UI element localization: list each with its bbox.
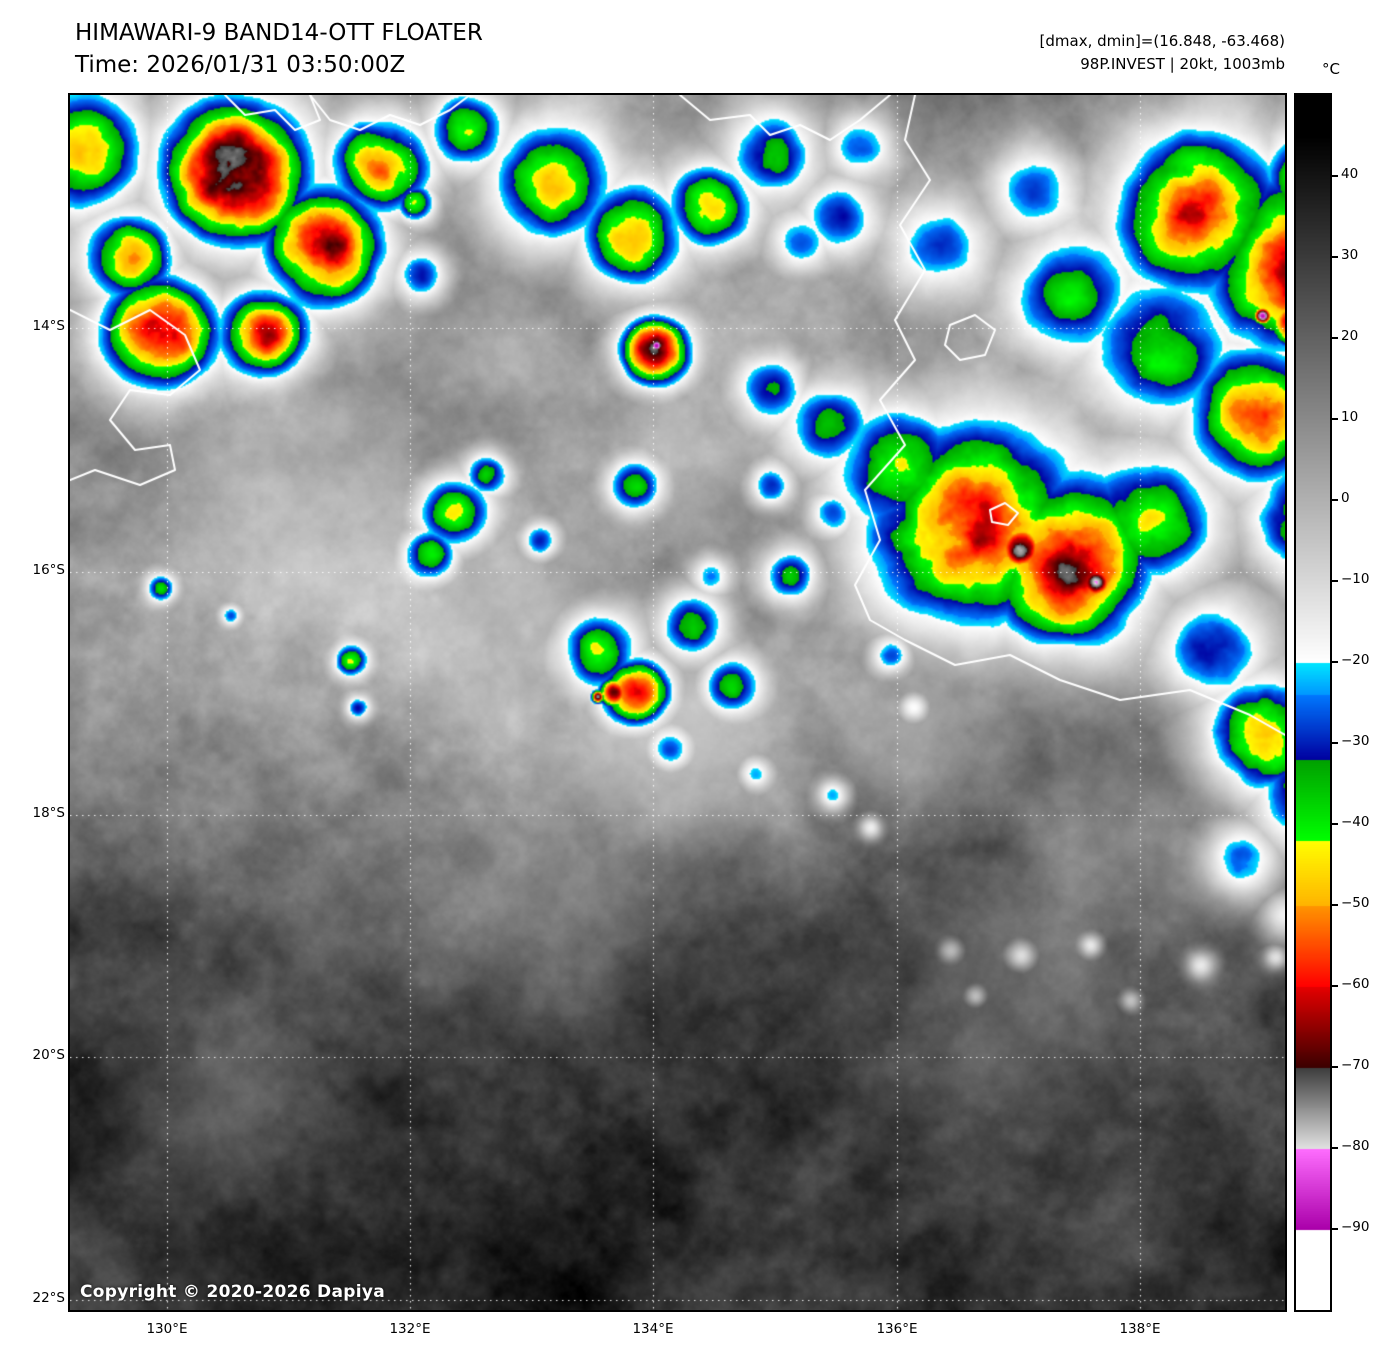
lat-tick-label: 18°S — [32, 805, 66, 821]
colorbar-tick-label: −90 — [1341, 1219, 1370, 1235]
lon-tick-label: 130°E — [146, 1321, 188, 1337]
colorbar — [1294, 93, 1332, 1312]
page-title: HIMAWARI-9 BAND14-OTT FLOATER — [75, 20, 483, 46]
lon-tick-label: 134°E — [632, 1321, 674, 1337]
lon-tick-label: 132°E — [389, 1321, 431, 1337]
colorbar-tickmark — [1332, 499, 1338, 501]
colorbar-tick-label: −10 — [1341, 571, 1370, 587]
colorbar-tickmark — [1332, 904, 1338, 906]
lat-tick-label: 22°S — [32, 1290, 66, 1306]
lon-tick-label: 138°E — [1119, 1321, 1161, 1337]
colorbar-tickmark — [1332, 175, 1338, 177]
colorbar-tickmark — [1332, 742, 1338, 744]
colorbar-tick-label: −40 — [1341, 814, 1370, 830]
colorbar-tick-label: 40 — [1341, 166, 1359, 182]
colorbar-tick-label: −30 — [1341, 733, 1370, 749]
header-annotations: [dmax, dmin]=(16.848, -63.468) 98P.INVES… — [1040, 30, 1285, 75]
colorbar-tickmark — [1332, 580, 1338, 582]
colorbar-tickmark — [1332, 1228, 1338, 1230]
colorbar-tickmark — [1332, 1147, 1338, 1149]
colorbar-tickmark — [1332, 1066, 1338, 1068]
colorbar-tick-label: −50 — [1341, 895, 1370, 911]
colorbar-tick-label: 0 — [1341, 490, 1350, 506]
satellite-map: Copyright © 2020-2026 Dapiya — [68, 93, 1287, 1312]
colorbar-tick-label: 30 — [1341, 247, 1359, 263]
satellite-canvas — [70, 95, 1285, 1310]
copyright-label: Copyright © 2020-2026 Dapiya — [80, 1282, 385, 1302]
storm-annotation: 98P.INVEST | 20kt, 1003mb — [1080, 54, 1285, 73]
colorbar-tickmark — [1332, 337, 1338, 339]
colorbar-unit-label: °C — [1322, 60, 1340, 78]
colorbar-tickmark — [1332, 418, 1338, 420]
colorbar-canvas — [1296, 95, 1330, 1310]
colorbar-tick-label: −20 — [1341, 652, 1370, 668]
lat-tick-label: 20°S — [32, 1047, 66, 1063]
colorbar-tickmark — [1332, 256, 1338, 258]
colorbar-tick-label: 10 — [1341, 409, 1359, 425]
colorbar-tickmark — [1332, 661, 1338, 663]
time-label: Time: 2026/01/31 03:50:00Z — [75, 52, 406, 78]
colorbar-tick-label: −70 — [1341, 1057, 1370, 1073]
colorbar-tick-label: −80 — [1341, 1138, 1370, 1154]
dmax-dmin-annotation: [dmax, dmin]=(16.848, -63.468) — [1039, 32, 1285, 50]
lat-tick-label: 16°S — [32, 562, 66, 578]
colorbar-tickmark — [1332, 985, 1338, 987]
colorbar-tick-label: 20 — [1341, 328, 1359, 344]
lon-tick-label: 136°E — [876, 1321, 918, 1337]
lat-tick-label: 14°S — [32, 318, 66, 334]
colorbar-tick-label: −60 — [1341, 976, 1370, 992]
colorbar-tickmark — [1332, 823, 1338, 825]
